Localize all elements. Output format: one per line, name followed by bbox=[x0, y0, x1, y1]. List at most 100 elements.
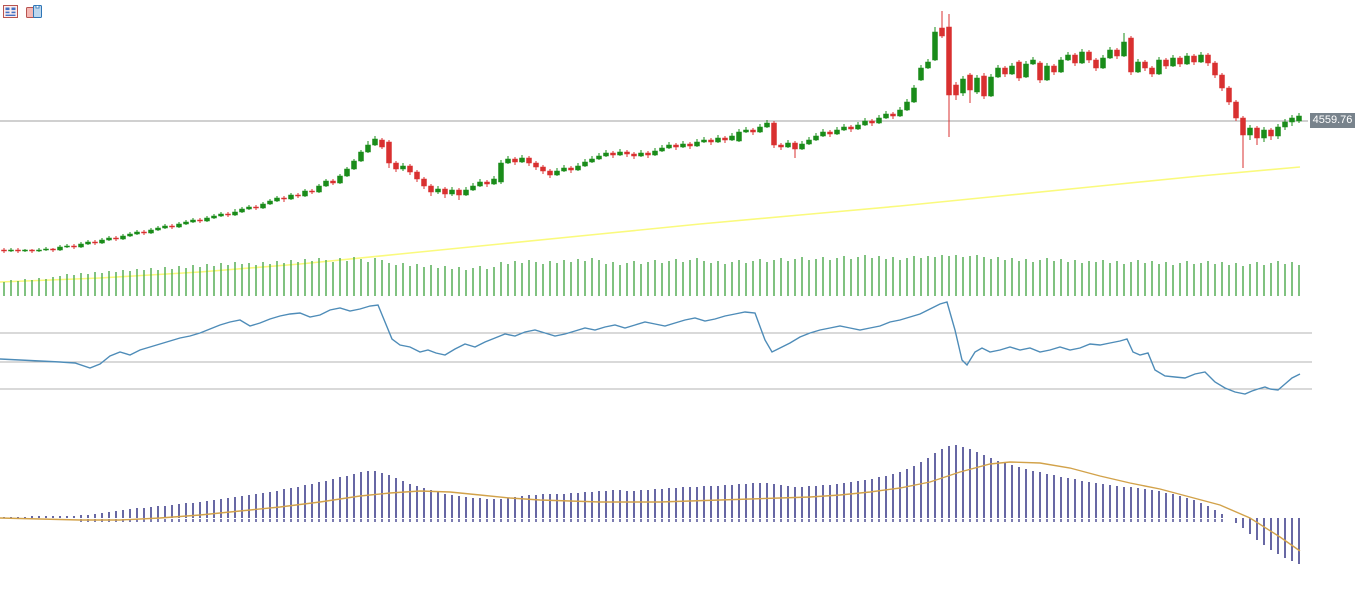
candle-up bbox=[715, 137, 721, 143]
candle-up bbox=[274, 197, 280, 202]
candle-up bbox=[757, 126, 763, 133]
candle-down bbox=[1093, 59, 1099, 69]
candle-up bbox=[1170, 57, 1176, 67]
candle-up bbox=[365, 144, 371, 153]
copy-chart-icon[interactable] bbox=[26, 5, 42, 19]
candle-down bbox=[869, 120, 875, 124]
candle-down bbox=[1163, 59, 1169, 67]
candle-down bbox=[687, 143, 693, 147]
candle-up bbox=[449, 189, 455, 195]
candle-up bbox=[1247, 127, 1253, 136]
candle-up bbox=[120, 235, 126, 240]
candle-up bbox=[603, 152, 609, 157]
candle-up bbox=[344, 168, 350, 177]
candle-down bbox=[386, 141, 392, 164]
candle-up bbox=[911, 87, 917, 103]
candle-up bbox=[883, 113, 889, 119]
candle-up bbox=[596, 155, 602, 160]
toolbar bbox=[3, 5, 42, 19]
candle-up bbox=[1121, 41, 1127, 57]
oscillator-pane bbox=[0, 301, 1312, 395]
candle-up bbox=[799, 143, 805, 150]
candle-up bbox=[743, 129, 749, 133]
candle-up bbox=[582, 161, 588, 167]
candle-down bbox=[428, 185, 434, 193]
candle-down bbox=[1240, 117, 1246, 136]
candle-down bbox=[1254, 127, 1260, 139]
candle-down bbox=[379, 139, 385, 148]
candle-up bbox=[267, 200, 273, 205]
candle-down bbox=[1233, 101, 1239, 119]
candle-up bbox=[1009, 65, 1015, 75]
candle-up bbox=[897, 109, 903, 117]
candle-up bbox=[505, 158, 511, 164]
candle-down bbox=[981, 75, 987, 97]
candle-up bbox=[659, 147, 665, 152]
candle-down bbox=[197, 219, 203, 222]
candle-up bbox=[932, 31, 938, 61]
candle-down bbox=[827, 131, 833, 135]
candle-down bbox=[71, 245, 77, 248]
candle-up bbox=[162, 225, 168, 229]
candle-down bbox=[92, 241, 98, 244]
candle-down bbox=[253, 206, 259, 209]
candle-up bbox=[337, 175, 343, 184]
candle-up bbox=[1030, 59, 1036, 65]
candle-down bbox=[414, 171, 420, 180]
candle-up bbox=[1184, 55, 1190, 65]
candle-up bbox=[106, 237, 112, 241]
candle-down bbox=[526, 157, 532, 164]
table-view-icon[interactable] bbox=[3, 5, 19, 19]
candle-down bbox=[792, 142, 798, 150]
candle-up bbox=[666, 144, 672, 149]
candle-up bbox=[1044, 65, 1050, 81]
candle-up bbox=[617, 151, 623, 156]
candle-down bbox=[624, 151, 630, 155]
candle-up bbox=[813, 135, 819, 141]
candle-down bbox=[330, 180, 336, 184]
candle-up bbox=[785, 142, 791, 148]
candle-down bbox=[309, 190, 315, 193]
candle-down bbox=[953, 84, 959, 96]
candle-up bbox=[288, 194, 294, 200]
candle-down bbox=[645, 152, 651, 156]
candle-down bbox=[946, 26, 952, 96]
candle-down bbox=[890, 113, 896, 117]
candle-down bbox=[1212, 62, 1218, 76]
candle-up bbox=[1156, 59, 1162, 75]
candle-up bbox=[925, 61, 931, 69]
candle-up bbox=[148, 229, 154, 234]
candle-down bbox=[673, 144, 679, 148]
candle-down bbox=[1226, 87, 1232, 103]
candle-up bbox=[820, 131, 826, 137]
candle-down bbox=[848, 126, 854, 130]
candle-up bbox=[302, 190, 308, 197]
candle-up bbox=[988, 76, 994, 97]
candle-up bbox=[589, 158, 595, 163]
last-price-value: 4559.76 bbox=[1312, 114, 1353, 126]
candle-up bbox=[1261, 129, 1267, 139]
candle-up bbox=[358, 151, 364, 162]
candle-up bbox=[36, 249, 42, 252]
candle-up bbox=[834, 129, 840, 135]
candle-up bbox=[260, 203, 266, 209]
candle-down bbox=[456, 189, 462, 196]
candle-down bbox=[484, 181, 490, 185]
candle-up bbox=[477, 181, 483, 187]
volume-pane bbox=[3, 255, 1300, 296]
candle-up bbox=[960, 78, 966, 94]
candle-up bbox=[694, 141, 700, 147]
candle-down bbox=[1128, 37, 1134, 73]
candle-up bbox=[183, 221, 189, 225]
candle-up bbox=[680, 143, 686, 148]
candle-down bbox=[1149, 67, 1155, 75]
candle-down bbox=[1142, 61, 1148, 69]
candle-down bbox=[295, 194, 301, 197]
candle-up bbox=[995, 67, 1001, 78]
candle-up bbox=[22, 249, 28, 252]
candle-down bbox=[281, 197, 287, 200]
candle-down bbox=[708, 139, 714, 143]
candle-up bbox=[463, 189, 469, 196]
